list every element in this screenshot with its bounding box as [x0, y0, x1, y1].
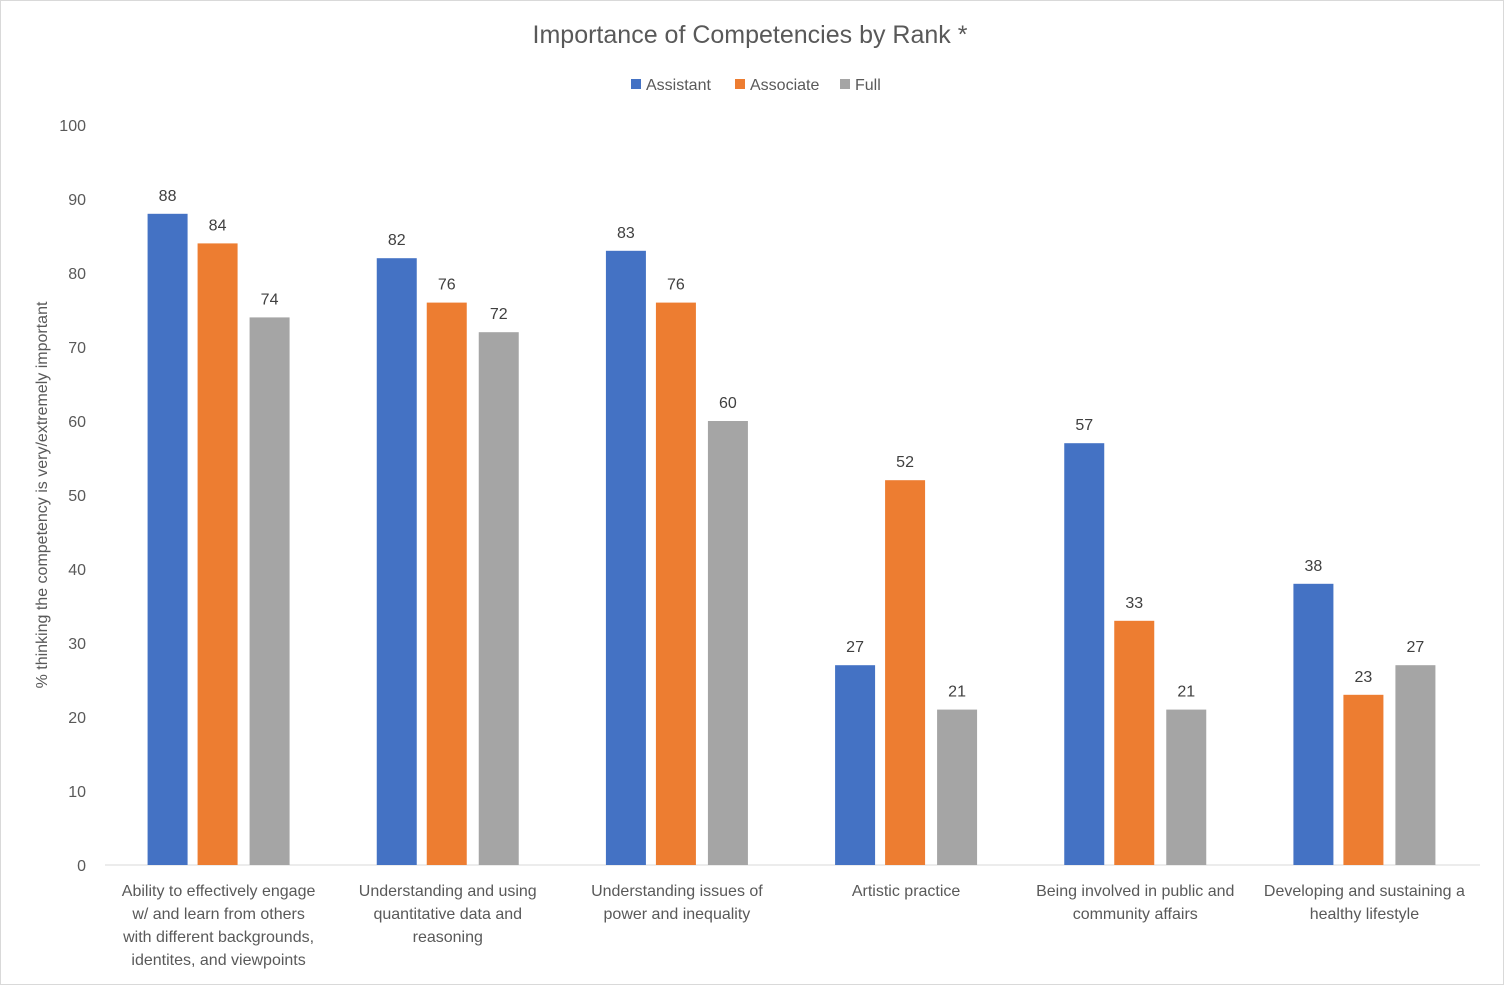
bar-full — [707, 421, 748, 865]
data-label: 27 — [1407, 639, 1425, 656]
data-label: 76 — [438, 277, 456, 294]
bar-assistant — [147, 213, 188, 866]
category-label: Artistic practice — [852, 883, 961, 900]
bar-associate — [1343, 694, 1384, 865]
data-label: 38 — [1305, 558, 1323, 575]
category-label-line: community affairs — [1073, 906, 1198, 923]
legend: Assistant Associate Full — [631, 77, 881, 94]
category-label-line: Understanding and using — [359, 883, 537, 900]
bar-assistant — [835, 665, 876, 865]
data-label: 76 — [667, 277, 685, 294]
y-tick-label: 0 — [77, 858, 86, 875]
bar-assistant — [376, 258, 417, 865]
category-label-line: identites, and viewpoints — [131, 952, 305, 969]
bar-full — [478, 332, 519, 865]
legend-swatch — [840, 79, 850, 89]
bar-assistant — [1064, 443, 1105, 865]
category-label-line: reasoning — [413, 929, 483, 946]
data-label: 23 — [1355, 669, 1373, 686]
category-label: Being involved in public and community af… — [1036, 883, 1234, 923]
category-label-line: Artistic practice — [852, 883, 961, 900]
category-label-line: w/ and learn from others — [131, 906, 305, 923]
bar-assistant — [605, 250, 646, 866]
data-label: 27 — [846, 639, 864, 656]
category-label-line: Ability to effectively engage — [122, 883, 316, 900]
data-label: 74 — [261, 291, 279, 308]
y-tick-label: 40 — [68, 562, 86, 579]
data-label: 33 — [1125, 595, 1143, 612]
y-tick-label: 50 — [68, 488, 86, 505]
bar-full — [1395, 665, 1436, 865]
data-label: 72 — [490, 306, 508, 323]
legend-label: Assistant — [646, 77, 711, 94]
data-label: 88 — [159, 188, 177, 205]
y-tick-label: 100 — [59, 118, 86, 135]
data-label: 57 — [1075, 417, 1093, 434]
data-label: 82 — [388, 232, 406, 249]
bar-associate — [655, 302, 696, 866]
y-tick-label: 20 — [68, 710, 86, 727]
y-axis-ticks: 0 10 20 30 40 50 60 70 80 90 100 — [59, 118, 86, 875]
chart-title: Importance of Competencies by Rank * — [533, 21, 968, 49]
bar-associate — [426, 302, 467, 866]
data-label: 52 — [896, 454, 914, 471]
data-label: 60 — [719, 395, 737, 412]
category-label-line: Developing and sustaining a — [1264, 883, 1465, 900]
bar-assistant — [1293, 583, 1334, 865]
legend-label: Full — [855, 77, 881, 94]
y-tick-label: 80 — [68, 266, 86, 283]
category-label: Understanding issues of power and inequal… — [591, 883, 763, 923]
category-label: Understanding and using quantitative data… — [359, 883, 537, 946]
bar-associate — [1114, 620, 1155, 865]
category-label-line: with different backgrounds, — [122, 929, 314, 946]
category-label-line: quantitative data and — [373, 906, 522, 923]
legend-swatch — [735, 79, 745, 89]
y-tick-label: 60 — [68, 414, 86, 431]
category-labels: Ability to effectively engage w/ and lear… — [122, 883, 1465, 969]
y-axis-label: % thinking the competency is very/extrem… — [34, 301, 51, 688]
y-tick-label: 30 — [68, 636, 86, 653]
category-label-line: Being involved in public and — [1036, 883, 1234, 900]
category-label: Developing and sustaining a healthy lifes… — [1264, 883, 1465, 923]
bar-associate — [197, 243, 238, 865]
data-label: 84 — [209, 217, 227, 234]
bars: 88 84 74 82 76 72 83 76 60 27 52 21 57 33 21 38 23 27 — [147, 188, 1436, 866]
bar-associate — [885, 480, 926, 865]
bar-full — [1166, 709, 1207, 865]
category-label: Ability to effectively engage w/ and lear… — [122, 883, 316, 969]
data-label: 21 — [1177, 684, 1195, 701]
category-label-line: healthy lifestyle — [1310, 906, 1419, 923]
y-tick-label: 70 — [68, 340, 86, 357]
category-label-line: Understanding issues of — [591, 883, 763, 900]
data-label: 83 — [617, 225, 635, 242]
category-label-line: power and inequality — [604, 906, 751, 923]
y-tick-label: 10 — [68, 784, 86, 801]
data-label: 21 — [948, 684, 966, 701]
legend-label: Associate — [750, 77, 819, 94]
bar-full — [937, 709, 978, 865]
bar-full — [249, 317, 290, 865]
legend-swatch — [631, 79, 641, 89]
y-tick-label: 90 — [68, 192, 86, 209]
